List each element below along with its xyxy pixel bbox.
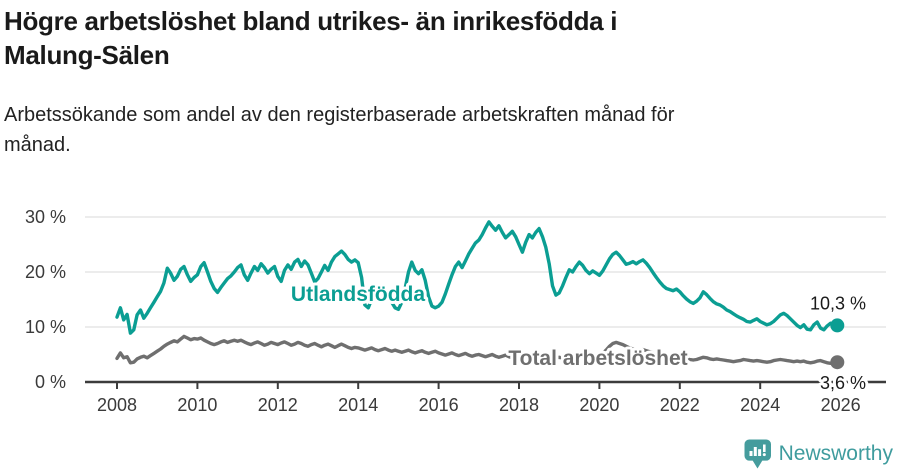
series-label-total: Total arbetslöshet bbox=[508, 347, 687, 370]
x-axis-label: 2014 bbox=[338, 395, 378, 415]
logo-bar-1 bbox=[749, 451, 753, 456]
y-axis-label: 0 % bbox=[35, 372, 66, 392]
series-line-utlandsfodda bbox=[115, 220, 839, 335]
chart-subtitle: Arbetssökande som andel av den registerb… bbox=[4, 104, 675, 156]
x-axis-label: 2022 bbox=[660, 395, 700, 415]
end-dot-utlandsfodda bbox=[830, 318, 845, 333]
y-axis-label: 30 % bbox=[25, 207, 66, 227]
logo-bar-2 bbox=[753, 447, 757, 456]
x-axis-label: 2010 bbox=[177, 395, 217, 415]
brand-name: Newsworthy bbox=[778, 442, 893, 465]
y-axis-label: 10 % bbox=[25, 317, 66, 337]
logo-exclamation-icon bbox=[762, 444, 766, 452]
x-axis-label: 2016 bbox=[419, 395, 459, 415]
x-axis-label: 2026 bbox=[821, 395, 861, 415]
x-axis-label: 2024 bbox=[740, 395, 780, 415]
series-line-total bbox=[115, 334, 839, 366]
chart-title: Högre arbetslöshet bland utrikes- än inr… bbox=[4, 6, 618, 70]
x-axis-label: 2008 bbox=[97, 395, 137, 415]
x-axis-label: 2020 bbox=[579, 395, 619, 415]
x-axis-label: 2018 bbox=[499, 395, 539, 415]
y-axis-label: 20 % bbox=[25, 262, 66, 282]
x-axis-label: 2012 bbox=[258, 395, 298, 415]
end-value-label-utlandsfodda: 10,3 % bbox=[810, 293, 866, 313]
brand-footer[interactable]: Newsworthy bbox=[744, 439, 893, 469]
logo-exclamation-dot bbox=[762, 453, 766, 457]
end-value-label-total: 3,6 % bbox=[820, 373, 866, 393]
series-label-utlandsfodda: Utlandsfödda bbox=[291, 283, 425, 306]
logo-bar-3 bbox=[757, 449, 761, 456]
line-chart: 0 % 10 % 20 % 30 % 2008 2010 2012 2014 2016 2018 2… bbox=[25, 207, 886, 415]
end-dot-total bbox=[830, 355, 845, 370]
newsworthy-logo-icon bbox=[744, 439, 771, 469]
